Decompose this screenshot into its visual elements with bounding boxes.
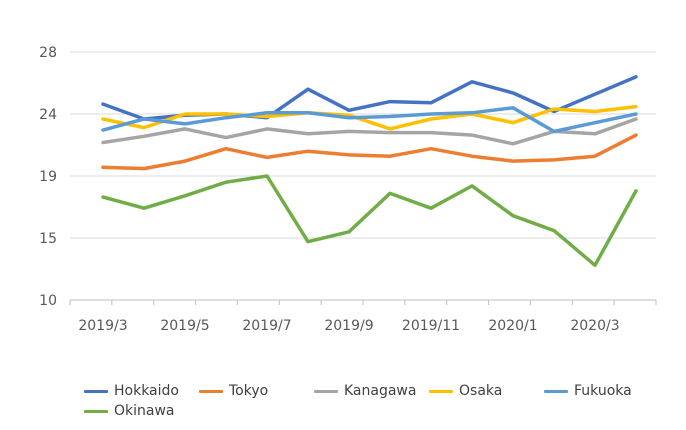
legend-label: Okinawa [114, 403, 175, 419]
legend-swatch [544, 389, 568, 393]
legend-label: Hokkaido [114, 383, 179, 399]
x-tick-label: 2019/11 [402, 318, 460, 334]
legend-label: Fukuoka [574, 383, 632, 399]
legend-item-tokyo: Tokyo [199, 382, 314, 400]
y-tick-label: 19 [39, 169, 57, 185]
legend-swatch [84, 409, 108, 413]
legend-swatch [429, 389, 453, 393]
y-tick-label: 24 [39, 107, 57, 123]
legend-swatch [199, 389, 223, 393]
series-line-osaka [101, 104, 638, 131]
x-tick-label: 2019/3 [78, 318, 127, 334]
y-axis-tick-labels: 10 15 19 24 28 [39, 45, 57, 309]
series-line-kanagawa [101, 117, 638, 146]
legend-swatch [84, 389, 108, 393]
legend-label: Osaka [459, 383, 503, 399]
gridlines [70, 51, 656, 239]
legend-item-okinawa: Okinawa [84, 402, 199, 420]
legend-label: Kanagawa [344, 383, 417, 399]
series-line-hokkaido [101, 75, 638, 121]
x-tick-label: 2019/7 [242, 318, 291, 334]
x-tick-label: 2020/3 [570, 318, 619, 334]
legend-swatch [314, 389, 338, 393]
legend-item-fukuoka: Fukuoka [544, 382, 659, 400]
series-lines [101, 75, 638, 268]
legend: Hokkaido Tokyo Kanagawa Osaka Fukuoka Okinawa [84, 382, 664, 420]
series-line-okinawa [101, 174, 638, 268]
legend-item-kanagawa: Kanagawa [314, 382, 429, 400]
y-tick-label: 15 [39, 231, 57, 247]
x-tick-label: 2019/5 [160, 318, 209, 334]
y-tick-label: 10 [39, 293, 57, 309]
legend-item-hokkaido: Hokkaido [84, 382, 199, 400]
series-line-fukuoka [101, 106, 638, 134]
y-tick-label: 28 [39, 45, 57, 61]
x-tick-label: 2019/9 [324, 318, 373, 334]
x-axis-tick-labels: 2019/3 2019/5 2019/7 2019/9 2019/11 2020/1 202… [78, 318, 619, 334]
series-line-tokyo [101, 133, 638, 171]
legend-label: Tokyo [229, 383, 269, 399]
x-axis [69, 299, 657, 305]
x-tick-label: 2020/1 [488, 318, 537, 334]
legend-item-osaka: Osaka [429, 382, 544, 400]
